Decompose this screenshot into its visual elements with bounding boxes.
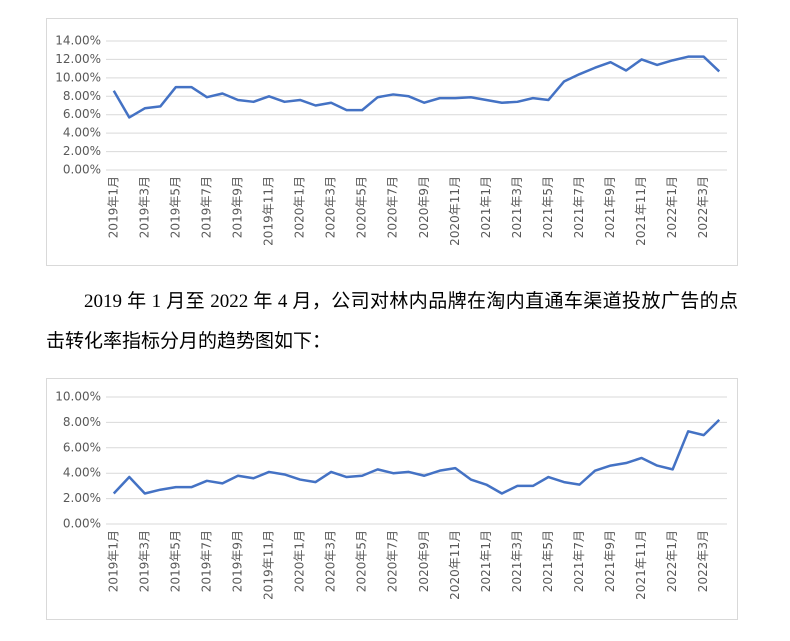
x-tick-label: 2019年3月 <box>137 176 151 238</box>
x-tick-label: 2022年3月 <box>696 176 710 238</box>
x-tick-label: 2021年5月 <box>541 176 555 238</box>
y-tick-label: 2.00% <box>63 144 101 158</box>
x-tick-label: 2019年7月 <box>199 176 213 238</box>
x-tick-label: 2020年7月 <box>386 176 400 238</box>
x-tick-label: 2020年7月 <box>386 530 400 592</box>
x-tick-label: 2021年9月 <box>603 530 617 592</box>
x-tick-label: 2021年1月 <box>479 176 493 238</box>
x-tick-label: 2019年3月 <box>137 530 151 592</box>
chart: 0.00% 2.00% 4.00% 6.00% 8.00% 10.00% 12.00% 14.… <box>46 18 738 266</box>
y-tick-label: 8.00% <box>63 415 101 429</box>
x-tick-label: 2021年3月 <box>510 530 524 592</box>
data-line <box>112 55 721 119</box>
x-tick-label: 2020年9月 <box>417 176 431 238</box>
x-tick-label: 2020年5月 <box>355 176 369 238</box>
x-tick-label: 2020年9月 <box>417 530 431 592</box>
data-line <box>112 418 721 495</box>
x-tick-label: 2019年9月 <box>230 530 244 592</box>
x-tick-label: 2019年9月 <box>230 176 244 238</box>
x-tick-label: 2022年1月 <box>665 530 679 592</box>
x-tick-label: 2022年1月 <box>665 176 679 238</box>
y-tick-label: 6.00% <box>63 440 101 454</box>
chart: 0.00% 2.00% 4.00% 6.00% 8.00% 10.00% 2019年1月 20… <box>46 378 738 620</box>
x-tick-label: 2021年1月 <box>479 530 493 592</box>
y-tick-label: 0.00% <box>63 163 101 177</box>
x-tick-label: 2020年11月 <box>448 530 462 600</box>
x-tick-label: 2019年11月 <box>262 176 276 246</box>
y-tick-label: 12.00% <box>55 52 101 66</box>
y-tick-label: 4.00% <box>63 126 101 140</box>
x-tick-label: 2019年7月 <box>199 530 213 592</box>
y-tick-label: 2.00% <box>63 491 101 505</box>
x-tick-label: 2022年3月 <box>696 530 710 592</box>
x-tick-label: 2020年11月 <box>448 176 462 246</box>
x-tick-label: 2019年5月 <box>168 530 182 592</box>
x-tick-label: 2021年5月 <box>541 530 555 592</box>
y-tick-label: 14.00% <box>55 34 101 48</box>
x-tick-label: 2020年5月 <box>355 530 369 592</box>
y-tick-label: 4.00% <box>63 466 101 480</box>
y-tick-label: 10.00% <box>55 390 101 404</box>
x-tick-label: 2019年1月 <box>106 176 120 238</box>
y-tick-label: 8.00% <box>63 89 101 103</box>
x-tick-label: 2020年1月 <box>293 530 307 592</box>
x-tick-label: 2020年3月 <box>324 530 338 592</box>
x-tick-label: 2020年3月 <box>324 176 338 238</box>
x-tick-label: 2021年9月 <box>603 176 617 238</box>
y-tick-label: 6.00% <box>63 107 101 121</box>
x-tick-label: 2021年7月 <box>572 530 586 592</box>
paragraph: 2019 年 1 月至 2022 年 4 月，公司对林内品牌在淘内直通车渠道投放… <box>46 291 738 352</box>
y-tick-label: 0.00% <box>63 517 101 531</box>
x-tick-label: 2019年11月 <box>262 530 276 600</box>
x-tick-label: 2021年11月 <box>634 530 648 600</box>
x-tick-label: 2021年11月 <box>634 176 648 246</box>
x-tick-label: 2021年7月 <box>572 176 586 238</box>
x-tick-label: 2019年1月 <box>106 530 120 592</box>
x-tick-label: 2019年5月 <box>168 176 182 238</box>
x-tick-label: 2021年3月 <box>510 176 524 238</box>
x-tick-label: 2020年1月 <box>293 176 307 238</box>
y-tick-label: 10.00% <box>55 70 101 84</box>
